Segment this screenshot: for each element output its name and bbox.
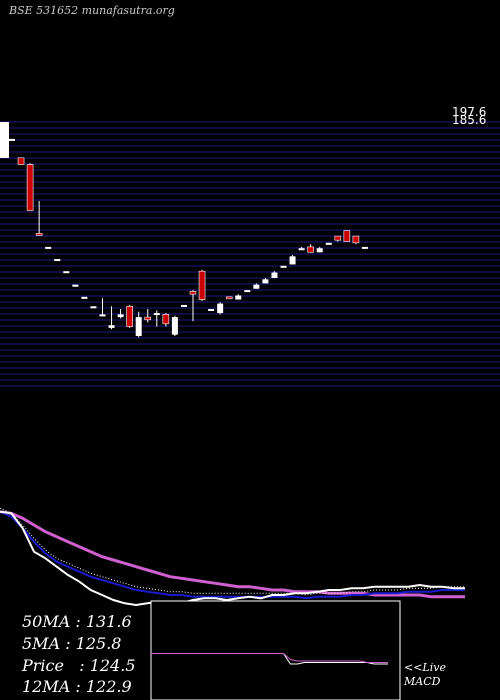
candle-body-17 <box>162 314 170 325</box>
live-label: <<Live <box>404 661 446 674</box>
candle-body-21 <box>198 270 206 300</box>
candle-body-9 <box>90 306 97 309</box>
candle-body-20 <box>189 291 197 295</box>
candle-body-1 <box>17 157 25 165</box>
price-line <box>0 510 465 607</box>
price-grid <box>0 121 500 387</box>
symbol-label: BSE 531652 <box>9 4 79 17</box>
candle-body-37 <box>343 230 351 242</box>
macd-panel <box>151 653 388 665</box>
price-stat: Price : 124.5 <box>22 656 136 675</box>
candle-body-33 <box>307 246 314 253</box>
moving-average-panel <box>0 507 465 607</box>
slow-ma-line <box>0 510 465 599</box>
chart-watermark: BSE 531652 munafasutra.org <box>9 4 175 17</box>
candle-body-39 <box>361 246 368 249</box>
ma12-stat: 12MA : 122.9 <box>22 677 132 696</box>
candle-body-22 <box>208 309 215 311</box>
candle-body-10 <box>99 314 106 317</box>
ma50-stat: 50MA : 131.6 <box>22 612 132 631</box>
fast-ma-line <box>0 510 465 600</box>
candle-body-32 <box>298 248 305 251</box>
candle-body-30 <box>280 265 287 268</box>
candle-body-8 <box>81 296 88 299</box>
candle-body-29 <box>271 272 278 278</box>
candle-body-26 <box>244 290 251 293</box>
candle-body-19 <box>180 304 187 307</box>
candle-body-6 <box>63 271 70 274</box>
candle-body-38 <box>352 235 360 244</box>
macd-signal-line <box>151 653 388 663</box>
candle-body-25 <box>235 295 242 300</box>
candle-body-35 <box>325 242 332 245</box>
candle-body-7 <box>72 284 79 287</box>
candle-body-27 <box>253 284 260 289</box>
macd-panel-frame <box>150 600 401 700</box>
candle-body-31 <box>289 256 296 265</box>
candle-body-13 <box>126 305 133 327</box>
live-macd-label: <<Live MACD <box>404 661 446 689</box>
price-axis-second-label: 185.6 <box>452 113 486 127</box>
price-axis-top-label: 197.6 <box>452 105 486 119</box>
candle-body-15 <box>144 316 152 321</box>
candle-body-18 <box>171 317 178 335</box>
candle-body-36 <box>334 235 342 241</box>
candlestick-series <box>9 138 368 338</box>
candle-body-34 <box>316 248 323 253</box>
candle-body-3 <box>35 233 43 236</box>
candle-body-5 <box>54 259 61 262</box>
candle-body-12 <box>117 314 124 318</box>
candle-body-14 <box>135 317 142 336</box>
candle-body-4 <box>45 246 52 249</box>
candle-body-0 <box>9 138 15 141</box>
signal-dotted-line <box>0 507 465 596</box>
candle-body-24 <box>225 296 233 300</box>
current-price-marker <box>0 122 9 158</box>
candle-body-11 <box>108 325 115 328</box>
candle-body-28 <box>262 279 269 284</box>
candle-body-16 <box>153 313 160 316</box>
candle-body-23 <box>217 303 224 314</box>
ma5-stat: 5MA : 125.8 <box>22 634 122 653</box>
macd-label: MACD <box>404 675 441 688</box>
candle-body-2 <box>26 164 34 211</box>
site-label: munafasutra.org <box>81 4 175 17</box>
